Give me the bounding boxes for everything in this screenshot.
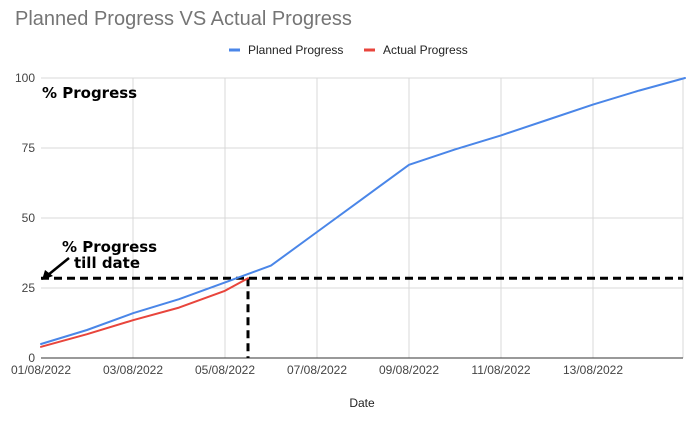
y-tick-label: 100 [15,71,35,85]
x-axis-ticks: 01/08/2022 03/08/2022 05/08/2022 07/08/2022… [11,363,623,377]
series-lines [40,77,686,348]
progress-till-date-marker [41,276,683,358]
x-axis-title: Date [349,396,375,410]
marker-annotation-line1: % Progress [62,238,157,256]
chart-title: Planned Progress VS Actual Progress [15,8,352,30]
x-tick-label: 07/08/2022 [287,363,347,377]
x-tick-label: 09/08/2022 [379,363,439,377]
y-tick-label: 25 [22,281,36,295]
marker-annotation-line2: till date [74,254,140,272]
y-axis-ticks: 0 25 50 75 100 [15,71,35,365]
y-tick-label: 75 [22,141,36,155]
legend-label-planned: Planned Progress [248,43,343,57]
legend: Planned Progress Actual Progress [229,43,468,57]
series-line-planned [40,77,686,345]
gridlines [41,77,684,358]
y-tick-label: 0 [28,351,35,365]
x-tick-label: 11/08/2022 [471,363,530,377]
arrow-icon [42,257,70,280]
x-tick-label: 01/08/2022 [11,363,71,377]
legend-label-actual: Actual Progress [383,43,468,57]
y-tick-label: 50 [22,211,36,225]
x-tick-label: 13/08/2022 [563,363,623,377]
x-tick-label: 03/08/2022 [103,363,163,377]
x-tick-label: 05/08/2022 [195,363,255,377]
y-axis-annotation: % Progress [42,84,137,102]
series-line-actual [40,277,249,348]
